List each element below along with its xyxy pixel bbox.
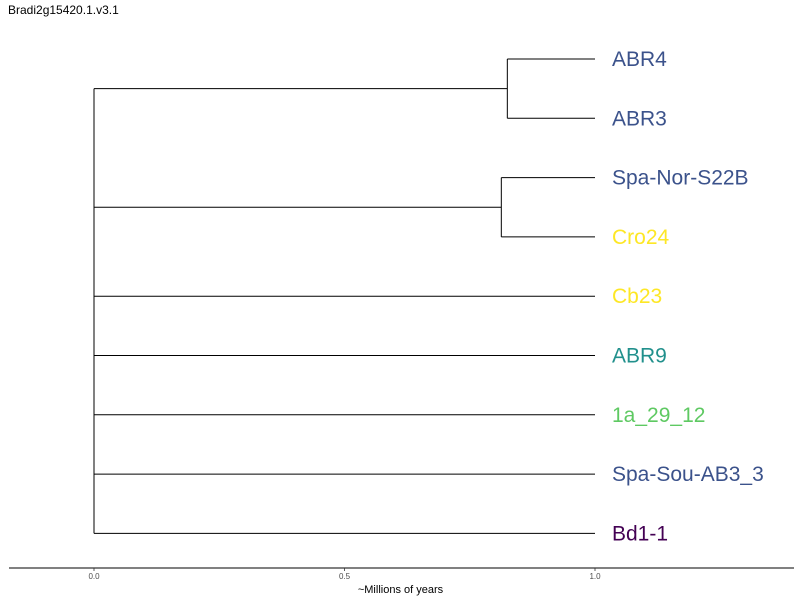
tip-label: Cb23 — [612, 285, 662, 308]
tip-label: Spa-Nor-S22B — [612, 167, 749, 190]
x-axis: 0.0 0.5 1.0 ~Millions of years — [9, 567, 794, 596]
tip-label: Spa-Sou-AB3_3 — [612, 463, 764, 486]
tip-label: ABR3 — [612, 107, 667, 130]
tip-label: Cro24 — [612, 226, 670, 249]
tip-label: 1a_29_12 — [612, 404, 705, 427]
x-axis-tick-label: 1.0 — [589, 572, 601, 581]
x-axis-title: ~Millions of years — [358, 584, 444, 596]
tip-label: ABR9 — [612, 345, 667, 368]
tip-labels: ABR4 ABR3 Spa-Nor-S22B Cro24 Cb23 ABR9 1a_29_1… — [612, 48, 764, 545]
page-title: Bradi2g15420.1.v3.1 — [8, 3, 119, 17]
x-axis-tick-label: 0.5 — [339, 572, 351, 581]
tip-label: ABR4 — [612, 48, 667, 71]
tree-branches — [93, 58, 595, 534]
x-axis-ticks: 0.0 0.5 1.0 — [88, 568, 601, 581]
tip-label: Bd1-1 — [612, 522, 668, 545]
x-axis-tick-label: 0.0 — [88, 572, 100, 581]
